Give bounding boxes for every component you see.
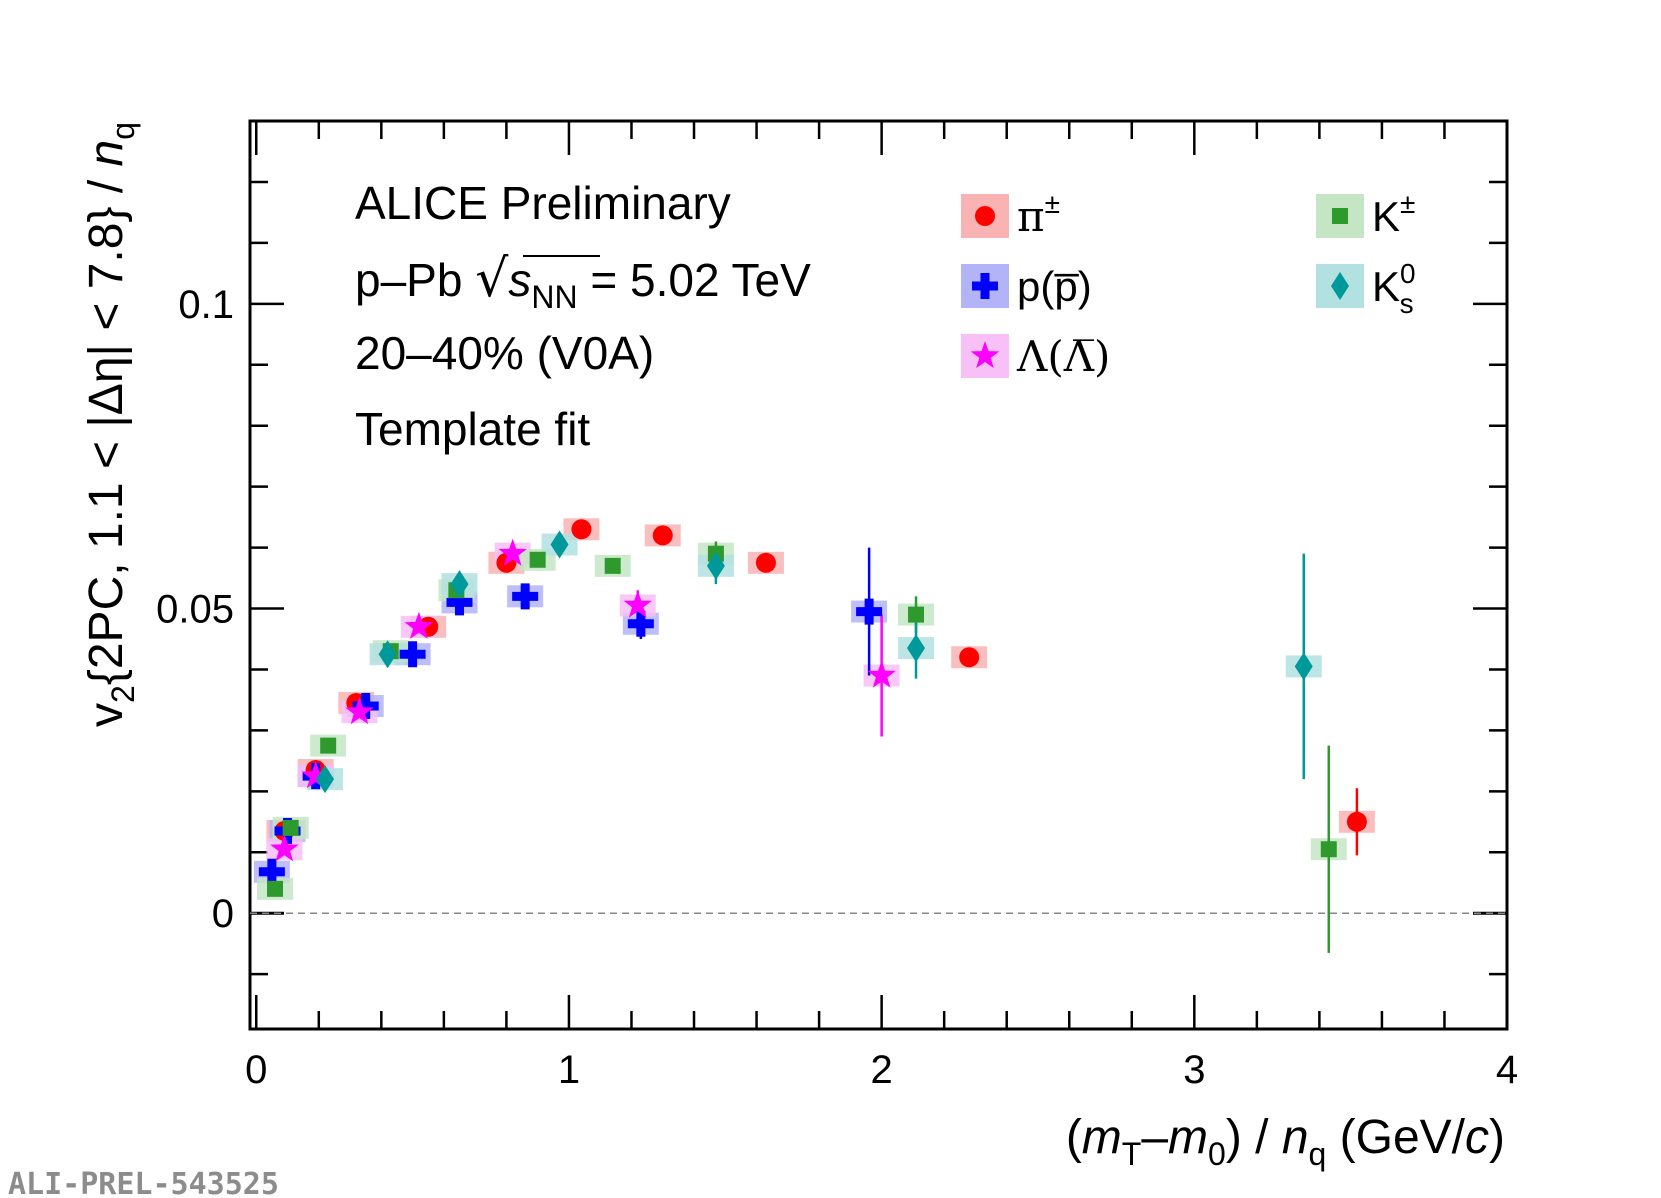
data-point: [446, 589, 473, 616]
data-point: [706, 551, 725, 580]
annotation-block: ALICE Preliminary p–Pb √sNN = 5.02 TeV 2…: [355, 177, 811, 455]
data-point: [652, 525, 673, 546]
annotation-system: p–Pb √sNN = 5.02 TeV: [355, 249, 811, 315]
x-tick-label: 2: [871, 1048, 893, 1092]
x-tick-label: 0: [245, 1048, 267, 1092]
data-point: [550, 530, 569, 559]
data-point: [755, 552, 776, 573]
data-point: [282, 819, 299, 836]
legend-marker: [972, 273, 998, 299]
data-point: [498, 538, 527, 566]
annotation-alice: ALICE Preliminary: [355, 177, 731, 229]
legend-label: π±: [1017, 188, 1060, 241]
y-axis-title: v2{2PC, 1.1 < |Δη| < 7.8} / nq: [80, 122, 141, 727]
data-markers: [258, 519, 1367, 897]
plot-frame: [248, 119, 1509, 1031]
data-point: [512, 583, 539, 610]
data-point: [320, 737, 337, 754]
preliminary-id-watermark: ALI-PREL-543525: [8, 1167, 279, 1198]
data-point: [352, 693, 379, 720]
legend-marker: [1331, 272, 1349, 300]
legend: π± p(p̅) Λ(Λ̅) K± K0 s: [961, 188, 1416, 381]
data-point: [267, 880, 284, 897]
x-axis-ticks: 0 1 2 3 4: [245, 121, 1518, 1092]
annotation-method: Template fit: [355, 403, 590, 455]
data-point: [571, 519, 592, 540]
error-bars: [270, 538, 1359, 953]
annotation-centrality: 20–40% (V0A): [355, 327, 654, 379]
data-point: [270, 834, 299, 862]
x-tick-label: 4: [1496, 1048, 1518, 1092]
data-point: [1320, 841, 1337, 858]
data-point: [316, 765, 335, 794]
systematic-boxes: [253, 518, 1375, 900]
data-point: [404, 611, 434, 639]
data-point: [1346, 811, 1367, 832]
sqrt-sign: √: [475, 249, 509, 309]
legend-marker: [975, 206, 995, 226]
legend-label: K±: [1372, 188, 1415, 240]
y-axis-ticks: 0 0.05 0.1: [156, 119, 1507, 976]
data-point: [908, 606, 925, 623]
data-point: [258, 858, 285, 885]
y-tick-label: 0: [212, 892, 234, 936]
data-point: [867, 660, 896, 688]
y-tick-label: 0.05: [156, 588, 234, 632]
data-point: [450, 570, 469, 599]
data-point: [399, 641, 426, 668]
x-tick-label: 1: [558, 1048, 580, 1092]
x-tick-label: 3: [1183, 1048, 1205, 1092]
data-point: [623, 590, 652, 618]
data-point: [1294, 652, 1313, 681]
data-point: [345, 697, 374, 725]
data-point: [907, 634, 926, 663]
legend-marker: [1332, 208, 1348, 224]
legend-label: K0 s: [1372, 258, 1416, 319]
data-point: [301, 761, 330, 789]
legend-label: Λ(Λ̅): [1016, 332, 1110, 381]
data-point: [627, 610, 654, 637]
legend-label: p(p̅): [1017, 263, 1092, 310]
legend-marker: [970, 341, 1000, 369]
data-point: [856, 598, 883, 625]
data-point: [529, 551, 546, 568]
y-tick-label: 0.1: [178, 283, 234, 327]
data-point: [604, 557, 621, 574]
data-point: [378, 640, 397, 669]
x-axis-title: (mT–m0) / nq (GeV/c): [1066, 1111, 1505, 1172]
data-point: [959, 647, 980, 668]
